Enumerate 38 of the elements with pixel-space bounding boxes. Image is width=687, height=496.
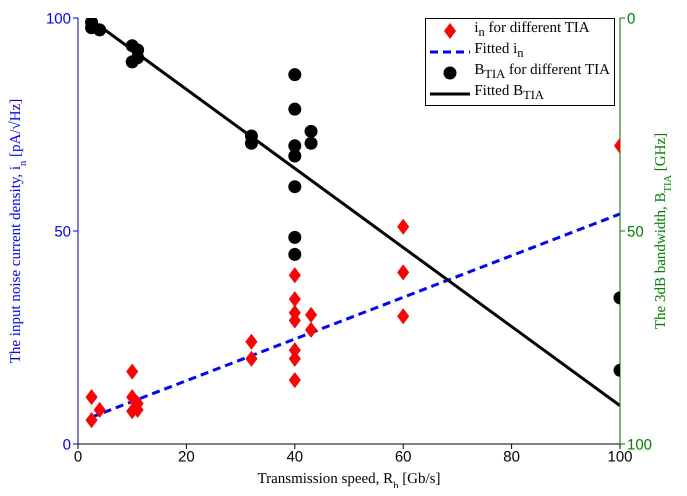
legend-label: B$_{TIA}$ for different TIA	[474, 62, 610, 83]
point	[288, 248, 302, 261]
point	[245, 334, 258, 350]
point	[126, 364, 138, 380]
y-tick-label: 100	[46, 10, 71, 28]
point	[288, 68, 302, 82]
x-tick-label: 80	[503, 448, 520, 466]
x-tick-label: 100	[607, 448, 633, 466]
point	[305, 306, 318, 323]
legend-label: i$_{n}$ for different TIA	[474, 20, 590, 41]
legend-label: Fitted B$_{TIA}$	[474, 83, 544, 104]
point	[288, 267, 301, 284]
point	[93, 23, 106, 36]
x-tick-label: 0	[74, 448, 82, 466]
y-tick-label: 0	[62, 436, 71, 454]
x-tick-label: 60	[394, 448, 412, 466]
point	[86, 412, 98, 428]
x-tick-label: 40	[286, 448, 304, 466]
y2-tick-label: 50	[627, 223, 644, 240]
point	[305, 322, 318, 338]
point	[304, 124, 318, 138]
point	[288, 230, 302, 244]
point	[397, 264, 410, 280]
point	[94, 402, 106, 418]
x-tick-label: 20	[178, 448, 195, 466]
y-tick-label: 50	[54, 223, 71, 240]
point	[397, 218, 410, 235]
point	[245, 350, 258, 367]
point	[86, 389, 98, 406]
point	[288, 150, 302, 163]
point	[288, 102, 302, 116]
y2-tick-label: 0	[627, 10, 636, 28]
point	[397, 308, 410, 324]
point	[288, 372, 301, 388]
point	[288, 180, 302, 194]
point	[288, 291, 301, 308]
legend-label: Fitted i$_{n}$	[474, 41, 524, 62]
point	[304, 136, 318, 150]
